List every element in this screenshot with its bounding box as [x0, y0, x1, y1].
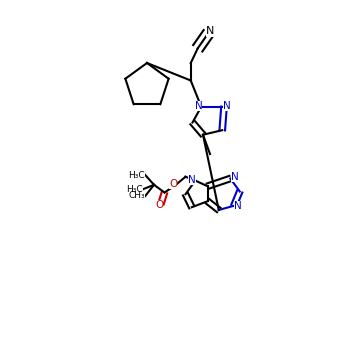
Text: N: N	[223, 101, 231, 111]
Text: H₃C: H₃C	[126, 184, 143, 194]
Text: H₃C: H₃C	[128, 170, 145, 180]
Text: N: N	[234, 201, 242, 211]
Text: CH₃: CH₃	[128, 191, 145, 201]
Text: N: N	[195, 101, 202, 111]
Text: O: O	[169, 179, 177, 189]
Text: N: N	[231, 173, 238, 182]
Text: N: N	[206, 27, 214, 36]
Text: N: N	[188, 175, 196, 184]
Text: O: O	[155, 201, 163, 210]
